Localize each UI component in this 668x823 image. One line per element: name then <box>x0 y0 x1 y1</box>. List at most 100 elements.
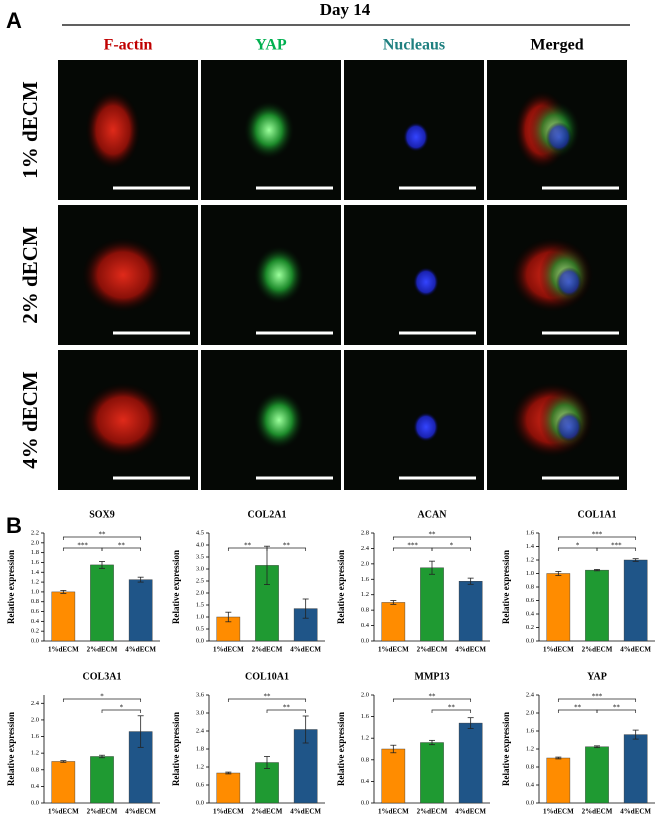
x-tick-label: 4%dECM <box>290 808 321 816</box>
y-tick-label: 2.4 <box>361 545 370 552</box>
y-tick-label: 2.0 <box>526 709 534 716</box>
x-tick-label: 2%dECM <box>417 646 448 654</box>
error-bar <box>302 715 309 744</box>
x-tick-label: 2%dECM <box>582 646 613 654</box>
bar <box>90 756 114 804</box>
y-tick-label: 1.2 <box>526 745 534 752</box>
nucleus-stain <box>556 412 582 442</box>
significance-label: *** <box>407 542 418 550</box>
error-bar <box>302 598 309 619</box>
y-tick-label: 0.8 <box>31 766 39 773</box>
y-tick-label: 0.0 <box>526 637 534 644</box>
bar <box>216 772 241 804</box>
y-tick-label: 1.8 <box>31 549 39 556</box>
y-tick-label: 3.0 <box>196 565 204 572</box>
column-header: YAP <box>255 37 287 54</box>
error-bar <box>429 560 435 575</box>
y-tick-label: 2.2 <box>31 529 39 536</box>
y-tick-label: 0.0 <box>31 799 39 806</box>
bar <box>381 748 406 804</box>
chart-title: SOX9 <box>89 509 115 520</box>
significance-label: * <box>450 542 454 550</box>
significance-bracket <box>596 547 637 551</box>
significance-label: * <box>120 704 124 712</box>
error-bar <box>137 576 144 583</box>
significance-label: ** <box>574 704 582 712</box>
x-tick-label: 1%dECM <box>213 808 244 816</box>
y-tick-label: 0.0 <box>196 799 204 806</box>
y-tick-label: 1.6 <box>361 576 370 583</box>
significance-label: *** <box>611 542 622 550</box>
y-tick-label: 3.0 <box>196 709 204 716</box>
y-tick-label: 1.2 <box>526 556 534 563</box>
significance-bracket <box>557 698 637 702</box>
chart-title: ACAN <box>418 509 448 520</box>
y-tick-label: 1.0 <box>196 613 204 620</box>
y-tick-label: 1.4 <box>31 569 40 576</box>
significance-label: * <box>576 542 580 550</box>
significance-label: ** <box>283 704 291 712</box>
y-axis-label: Relative expression <box>336 550 346 624</box>
y-tick-label: 0.8 <box>31 598 39 605</box>
x-tick-label: 2%dECM <box>252 646 283 654</box>
significance-label: ** <box>448 704 456 712</box>
column-header: Merged <box>530 37 583 54</box>
y-tick-label: 0.6 <box>526 597 535 604</box>
y-tick-label: 1.6 <box>31 559 40 566</box>
error-bar <box>555 756 562 760</box>
significance-label: *** <box>592 693 603 701</box>
y-axis-label: Relative expression <box>171 550 181 624</box>
panel-title: Day 14 <box>320 0 371 19</box>
significance-bracket <box>62 536 142 540</box>
chart-title: COL10A1 <box>245 671 289 682</box>
y-tick-label: 2.8 <box>361 529 369 536</box>
bar <box>623 559 648 642</box>
significance-bracket <box>227 698 307 702</box>
y-axis-label: Relative expression <box>6 550 16 624</box>
nucleus-stain <box>556 267 582 297</box>
significance-label: * <box>100 693 104 701</box>
y-tick-label: 3.5 <box>196 553 204 560</box>
chart-title: COL2A1 <box>248 509 287 520</box>
y-tick-label: 3.6 <box>196 691 205 698</box>
error-bar <box>60 590 67 594</box>
x-tick-label: 2%dECM <box>582 808 613 816</box>
x-tick-label: 4%dECM <box>455 808 486 816</box>
error-bar <box>264 545 270 585</box>
error-bar <box>429 739 435 746</box>
y-tick-label: 2.0 <box>196 589 204 596</box>
y-axis-label: Relative expression <box>171 712 181 786</box>
y-tick-label: 1.5 <box>196 601 204 608</box>
bar <box>381 602 406 642</box>
error-bar <box>60 760 67 763</box>
bar <box>420 742 444 804</box>
error-bar <box>225 611 232 623</box>
y-tick-label: 1.0 <box>526 570 534 577</box>
bar <box>546 573 571 642</box>
bar <box>90 564 114 642</box>
nucleus-stain <box>403 122 429 152</box>
significance-bracket <box>596 709 637 713</box>
y-tick-label: 0.0 <box>526 799 534 806</box>
y-tick-label: 0.4 <box>31 783 40 790</box>
error-bar <box>594 745 600 749</box>
bar <box>546 757 571 804</box>
x-tick-label: 1%dECM <box>378 646 409 654</box>
error-bar <box>99 754 105 759</box>
error-bar <box>264 756 270 769</box>
y-tick-label: 0.0 <box>361 637 369 644</box>
cell-stain <box>243 100 295 160</box>
y-tick-label: 0.2 <box>31 628 39 635</box>
x-tick-label: 4%dECM <box>290 646 321 654</box>
chart-title: MMP13 <box>415 671 450 682</box>
significance-bracket <box>557 536 637 540</box>
y-tick-label: 1.2 <box>361 591 369 598</box>
significance-label: *** <box>77 542 88 550</box>
x-tick-label: 1%dECM <box>48 808 79 816</box>
cell-stain <box>253 245 305 305</box>
y-tick-label: 0.8 <box>526 583 534 590</box>
significance-bracket <box>431 547 472 551</box>
row-label: 2% dECM <box>18 226 42 324</box>
row-label: 1% dECM <box>18 81 42 179</box>
significance-bracket <box>392 536 472 540</box>
